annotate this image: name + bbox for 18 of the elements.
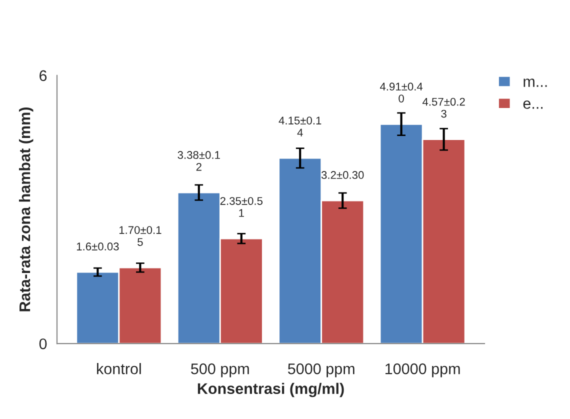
y-axis-title: Rata-rata zona hambat (mm) xyxy=(18,108,34,312)
data-label: 1.6±0.03 xyxy=(76,242,119,250)
legend-label: m... xyxy=(524,78,547,87)
data-label: 4.15±0.14 xyxy=(278,116,322,136)
x-tick-label: 500 ppm xyxy=(191,363,249,378)
x-axis-title: Konsentrasi (mg/ml) xyxy=(198,382,344,398)
x-tick-label: 10000 ppm xyxy=(386,363,460,378)
data-label: 2.35±0.51 xyxy=(220,197,263,217)
data-label: 3.2±0.30 xyxy=(321,171,364,179)
y-tick-label: 6 xyxy=(40,70,47,82)
x-tick-label: kontrol xyxy=(97,363,141,374)
y-tick-label: 0 xyxy=(39,338,47,350)
x-tick-label: 5000 ppm xyxy=(288,363,354,378)
legend-label: e... xyxy=(523,100,543,109)
data-label: 4.91±0.40 xyxy=(380,82,423,102)
data-label: 4.57±0.23 xyxy=(422,98,465,118)
data-label: 1.70±0.15 xyxy=(119,226,162,246)
data-label: 3.38±0.12 xyxy=(178,151,220,171)
